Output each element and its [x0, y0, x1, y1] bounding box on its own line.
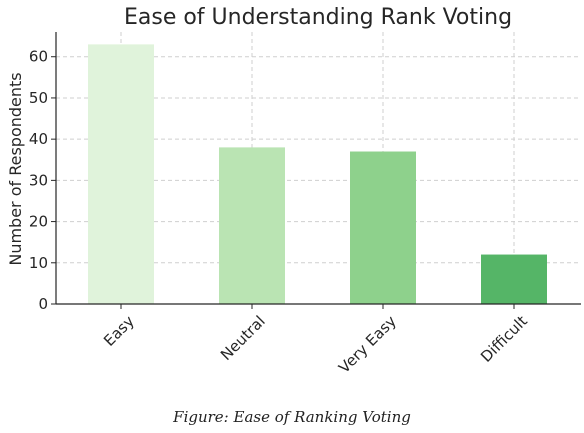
x-tick-label: Easy	[100, 312, 138, 350]
x-tick-label: Very Easy	[335, 312, 400, 377]
x-tick-labels: Easy Neutral Very Easy Difficult	[100, 312, 531, 377]
figure-caption: Figure: Ease of Ranking Voting	[173, 408, 411, 426]
bar-easy	[88, 44, 154, 304]
bar-very-easy	[350, 151, 416, 304]
y-tick-label: 30	[29, 171, 48, 189]
y-tick-label: 10	[29, 254, 48, 272]
bar-difficult	[481, 254, 547, 304]
x-tick-label: Neutral	[217, 312, 269, 364]
y-tick-label: 0	[38, 295, 48, 313]
y-tick-labels: 0 10 20 30 40 50 60	[29, 48, 48, 313]
chart-title: Ease of Understanding Rank Voting	[124, 5, 512, 30]
y-tick-label: 50	[29, 89, 48, 107]
axes	[51, 32, 581, 309]
y-tick-label: 40	[29, 130, 48, 148]
bars	[88, 44, 547, 304]
x-tick-label: Difficult	[477, 312, 531, 366]
y-axis-label: Number of Respondents	[6, 72, 25, 265]
y-tick-label: 20	[29, 213, 48, 231]
bar-neutral	[219, 147, 285, 304]
y-tick-label: 60	[29, 48, 48, 66]
